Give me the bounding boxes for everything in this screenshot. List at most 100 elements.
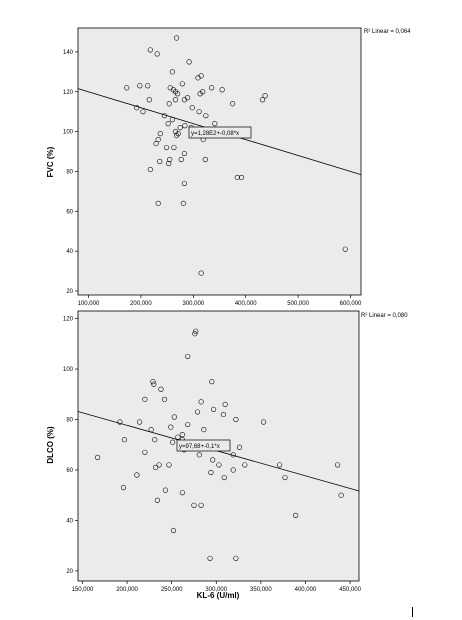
- fvc-data-point: [202, 156, 208, 163]
- fvc-data-point: [173, 35, 180, 41]
- fvc-data-point: [166, 101, 172, 107]
- dlco-fit-label-frame: [176, 439, 231, 452]
- fvc-data-point: [172, 97, 179, 103]
- dlco-data-point: [168, 424, 174, 430]
- fvc-x-ticks: 100,000 200,000 300,000 400,000 500,000 600,0…: [78, 295, 362, 307]
- fvc-data-point: [163, 144, 170, 151]
- dlco-data-point: [233, 416, 239, 423]
- dlco-data-point: [334, 462, 341, 468]
- dlco-fit-label-box: y=97,68+-0,1*x: [176, 439, 231, 452]
- dlco-data-point: [121, 437, 127, 443]
- dlco-data-point: [151, 381, 157, 387]
- fvc-data-point: [182, 123, 188, 129]
- fvc-data-point: [124, 85, 130, 91]
- dlco-y-tick-label: 40: [66, 518, 73, 524]
- fvc-data-point: [181, 180, 187, 187]
- dlco-data-point: [169, 439, 176, 445]
- dlco-data-point: [282, 474, 288, 481]
- fvc-data-point: [195, 75, 201, 81]
- fvc-y-ticks: 20 40 60 80 100 120 140: [63, 50, 78, 295]
- fvc-y-axis-label: FVC (%): [46, 146, 55, 177]
- fvc-data-point: [174, 91, 181, 97]
- fvc-data-point: [259, 97, 266, 103]
- dlco-x-tick-label: 250,000: [161, 587, 183, 593]
- dlco-data-point: [170, 527, 177, 534]
- fvc-data-point: [197, 91, 203, 97]
- fvc-r2-label: R² Linear = 0,064: [364, 29, 411, 35]
- dlco-x-tick-label: 150,000: [72, 587, 94, 593]
- dlco-x-tick-label: 350,000: [250, 587, 272, 593]
- fvc-y-tick-label: 140: [63, 50, 74, 56]
- fvc-data-point: [209, 85, 215, 91]
- dlco-data-point: [161, 396, 168, 402]
- fvc-data-point: [238, 174, 245, 181]
- fvc-data-point: [169, 117, 175, 123]
- fvc-data-point: [196, 109, 202, 115]
- fvc-fit-label-frame: [188, 126, 252, 139]
- fvc-plot-area: [77, 27, 362, 296]
- dlco-data-point: [191, 502, 197, 508]
- fvc-data-point: [140, 109, 146, 115]
- dlco-data-point: [156, 462, 162, 468]
- fvc-data-point: [165, 121, 171, 127]
- fvc-scatter-chart: 20 40 60 80 100 120 140 100,000 200,000 300,000 4…: [46, 27, 411, 307]
- dlco-y-tick-label: 60: [66, 468, 73, 474]
- dlco-data-point: [209, 379, 215, 385]
- dlco-data-point: [117, 419, 123, 425]
- dlco-data-point: [95, 454, 101, 460]
- fvc-x-tick-label: 400,000: [235, 301, 257, 307]
- dlco-data-point: [179, 432, 185, 438]
- dlco-scatter-chart: 20 40 60 80 100 120 150,000 200,000 250,000 300,…: [46, 310, 408, 600]
- fvc-data-point: [230, 101, 236, 107]
- dlco-data-point: [208, 469, 214, 476]
- fvc-data-point: [189, 105, 195, 111]
- fvc-data-point: [157, 131, 163, 137]
- dlco-data-point: [150, 379, 156, 385]
- fvc-data-point: [166, 160, 172, 167]
- fvc-x-tick-label: 100,000: [78, 301, 100, 307]
- fvc-data-point: [262, 93, 268, 99]
- dlco-data-point: [162, 487, 169, 493]
- fvc-y-tick-label: 20: [66, 289, 73, 295]
- fvc-data-point: [175, 131, 181, 137]
- dlco-y-tick-label: 80: [66, 418, 73, 424]
- dlco-data-point: [242, 462, 248, 468]
- dlco-data-point: [185, 353, 191, 360]
- fvc-x-tick-label: 500,000: [287, 301, 309, 307]
- dlco-y-tick-label: 20: [66, 569, 73, 575]
- fvc-data-point: [169, 69, 175, 75]
- dlco-data-point: [201, 426, 207, 433]
- dlco-data-point: [153, 464, 159, 471]
- fvc-data-point: [145, 83, 151, 89]
- fvc-data-point: [146, 97, 152, 103]
- fvc-data-point: [134, 105, 140, 111]
- dlco-data-point: [220, 411, 227, 418]
- fvc-data-point: [181, 150, 187, 157]
- dlco-data-point: [260, 419, 267, 425]
- dlco-points: [95, 328, 344, 561]
- dlco-data-point: [193, 328, 199, 334]
- fvc-data-point: [342, 246, 348, 252]
- fvc-data-point: [157, 158, 163, 165]
- dlco-data-point: [134, 472, 140, 478]
- dlco-x-axis-label: KL-6 (U/ml): [197, 591, 240, 600]
- dlco-data-point: [207, 555, 213, 561]
- fvc-points: [124, 35, 348, 276]
- fvc-y-tick-label: 40: [66, 249, 73, 255]
- dlco-y-axis-label: DLCO (%): [46, 426, 55, 464]
- dlco-data-point: [192, 331, 198, 337]
- fvc-data-point: [180, 200, 186, 206]
- fvc-x-tick-label: 300,000: [182, 301, 204, 307]
- dlco-data-point: [198, 399, 204, 405]
- dlco-data-point: [166, 462, 172, 468]
- fvc-data-point: [184, 95, 191, 101]
- fvc-data-point: [147, 166, 153, 173]
- dlco-y-ticks: 20 40 60 80 100 120: [63, 317, 78, 575]
- fvc-data-point: [178, 156, 184, 163]
- fvc-data-point: [171, 144, 177, 151]
- dlco-data-point: [171, 414, 177, 420]
- dlco-data-point: [158, 386, 164, 392]
- dlco-r2-label: R² Linear = 0,080: [361, 313, 408, 319]
- fvc-data-point: [167, 156, 173, 163]
- dlco-data-point: [120, 485, 127, 491]
